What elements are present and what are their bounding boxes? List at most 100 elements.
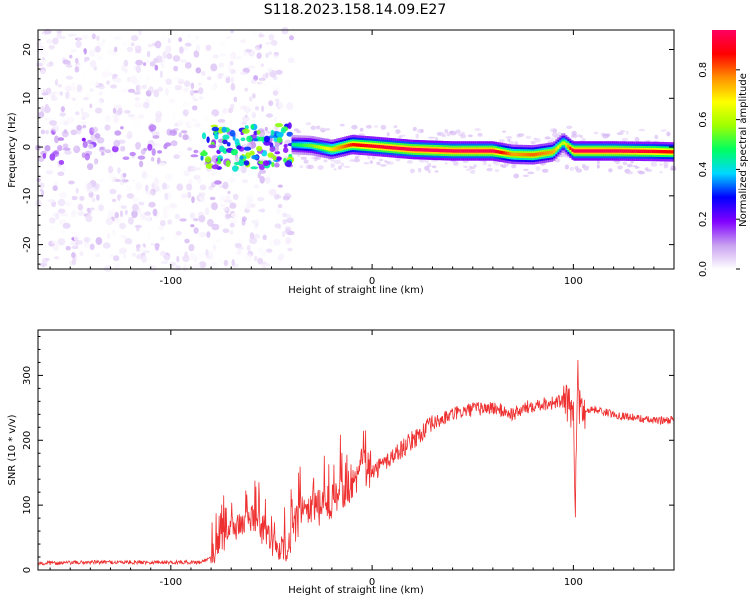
spectrogram-cell xyxy=(284,204,293,209)
spectrogram-cell xyxy=(136,253,143,260)
spectrogram-ridge-cell xyxy=(653,149,656,154)
spectrogram-cell xyxy=(72,97,76,101)
spectrogram-ridge-cell xyxy=(422,148,425,152)
spectrogram-cell xyxy=(107,165,114,174)
spectrogram-cell xyxy=(199,184,207,191)
spectrogram-y-axis-label: Frequency (Hz) xyxy=(7,112,18,188)
spectrogram-cell xyxy=(229,202,237,209)
spectrogram-cell xyxy=(554,158,561,163)
spectrogram-cell xyxy=(557,132,562,137)
spectrogram-ridge-cell xyxy=(486,149,489,153)
spectrogram-cell xyxy=(222,207,229,212)
spectrogram-ridge-cell xyxy=(613,149,616,153)
spectrogram-cell xyxy=(386,132,390,137)
spectrogram-ridge-cell xyxy=(551,150,554,154)
spectrogram-cell xyxy=(126,193,135,199)
spectrogram-cell xyxy=(310,125,316,130)
spectrogram-cell xyxy=(79,195,85,201)
spectrogram-cell xyxy=(541,168,549,173)
spectrogram-cell xyxy=(434,170,439,173)
spectrogram-ridge-cell xyxy=(506,151,509,156)
spectrogram-cell xyxy=(380,124,387,130)
spectrogram-cell xyxy=(83,97,89,101)
spectrogram-cell xyxy=(249,237,258,245)
spectrogram-ridge-cell xyxy=(325,146,328,151)
spectrogram-cell xyxy=(70,129,78,136)
spectrogram-cell xyxy=(264,264,270,269)
spectrogram-cell xyxy=(148,264,157,272)
snr-x-tick-label: 100 xyxy=(564,577,583,588)
spectrogram-cell xyxy=(85,214,93,223)
spectrogram-cell xyxy=(70,82,75,89)
spectrogram-ridge-cell xyxy=(571,148,574,152)
spectrogram-cell xyxy=(41,31,49,35)
spectrogram-cell xyxy=(87,163,94,171)
snr-series-line xyxy=(37,359,675,566)
spectrogram-ridge-cell xyxy=(454,149,457,153)
spectrogram-ridge-cell xyxy=(337,146,340,150)
spectrogram-cell xyxy=(52,207,59,212)
spectrogram-cell xyxy=(268,135,276,139)
spectrogram-ridge-cell xyxy=(354,143,357,147)
spectrogram-cell xyxy=(97,41,105,47)
spectrogram-ridge-cell xyxy=(609,149,612,153)
spectrogram-cell xyxy=(222,228,230,234)
spectrogram-cell xyxy=(119,247,127,254)
spectrogram-cell xyxy=(131,42,135,47)
spectrogram-cell xyxy=(152,42,157,47)
spectrogram-cell xyxy=(255,106,259,111)
spectrogram-cell xyxy=(114,130,122,136)
spectrogram-cell xyxy=(127,114,135,118)
spectrogram-cell xyxy=(214,132,219,140)
spectrogram-cell xyxy=(81,34,89,40)
spectrogram-cell xyxy=(95,237,103,245)
spectrogram-cell xyxy=(79,251,84,257)
spectrogram-cell xyxy=(241,94,248,98)
spectrogram-cell xyxy=(264,72,270,78)
spectrogram-cell xyxy=(513,173,520,179)
spectrogram-ridge-cell xyxy=(301,143,304,147)
spectrogram-ridge-cell xyxy=(617,149,620,153)
spectrogram-cell xyxy=(424,159,429,164)
spectrogram-cell xyxy=(189,212,196,219)
spectrogram-cell xyxy=(213,180,222,185)
spectrogram-cell xyxy=(198,261,207,269)
spectrogram-cell xyxy=(168,99,176,104)
spectrogram-cell xyxy=(340,162,345,167)
spectrogram-ridge-cell xyxy=(537,152,540,156)
spectrogram-cell xyxy=(192,105,198,111)
snr-y-tick-label: 300 xyxy=(22,366,33,385)
spectrogram-cell xyxy=(104,115,111,123)
spectrogram-y-ticks: -20 -10 0 10 20 xyxy=(22,29,674,265)
spectrogram-cell xyxy=(200,152,205,156)
spectrogram-cell xyxy=(467,134,473,138)
spectrogram-cell xyxy=(387,161,394,165)
spectrogram-cell xyxy=(151,183,155,189)
spectrogram-cell xyxy=(230,212,239,218)
spectrogram-cell xyxy=(155,110,161,115)
spectrogram-cell xyxy=(250,192,254,198)
spectrogram-cell xyxy=(273,162,280,168)
spectrogram-cell xyxy=(498,139,505,144)
spectrogram-cell xyxy=(188,137,192,142)
spectrogram-cell xyxy=(193,90,199,94)
spectrogram-ridge-cell xyxy=(657,149,660,154)
colorbar-ticks: 0.0 0.2 0.4 0.6 0.8 xyxy=(698,62,740,277)
spectrogram-cell xyxy=(343,165,351,168)
spectrogram-ridge-cell xyxy=(492,149,495,153)
spectrogram-cell xyxy=(39,188,43,193)
spectrogram-cell xyxy=(486,167,493,172)
spectrogram-cell xyxy=(104,124,111,131)
spectrogram-cell xyxy=(264,126,268,132)
spectrogram-cell xyxy=(82,141,88,148)
spectrogram-cell xyxy=(168,261,177,266)
spectrogram-ridge-cell xyxy=(577,149,580,153)
spectrogram-cell xyxy=(89,72,98,76)
spectrogram-cell xyxy=(435,137,438,142)
spectrogram-y-tick-label: 0 xyxy=(22,144,33,150)
spectrogram-ridge-cell xyxy=(555,147,558,151)
spectrogram-cell xyxy=(276,137,283,144)
spectrogram-cell xyxy=(247,65,256,69)
spectrogram-cell xyxy=(173,128,179,131)
spectrogram-cell xyxy=(70,49,77,53)
